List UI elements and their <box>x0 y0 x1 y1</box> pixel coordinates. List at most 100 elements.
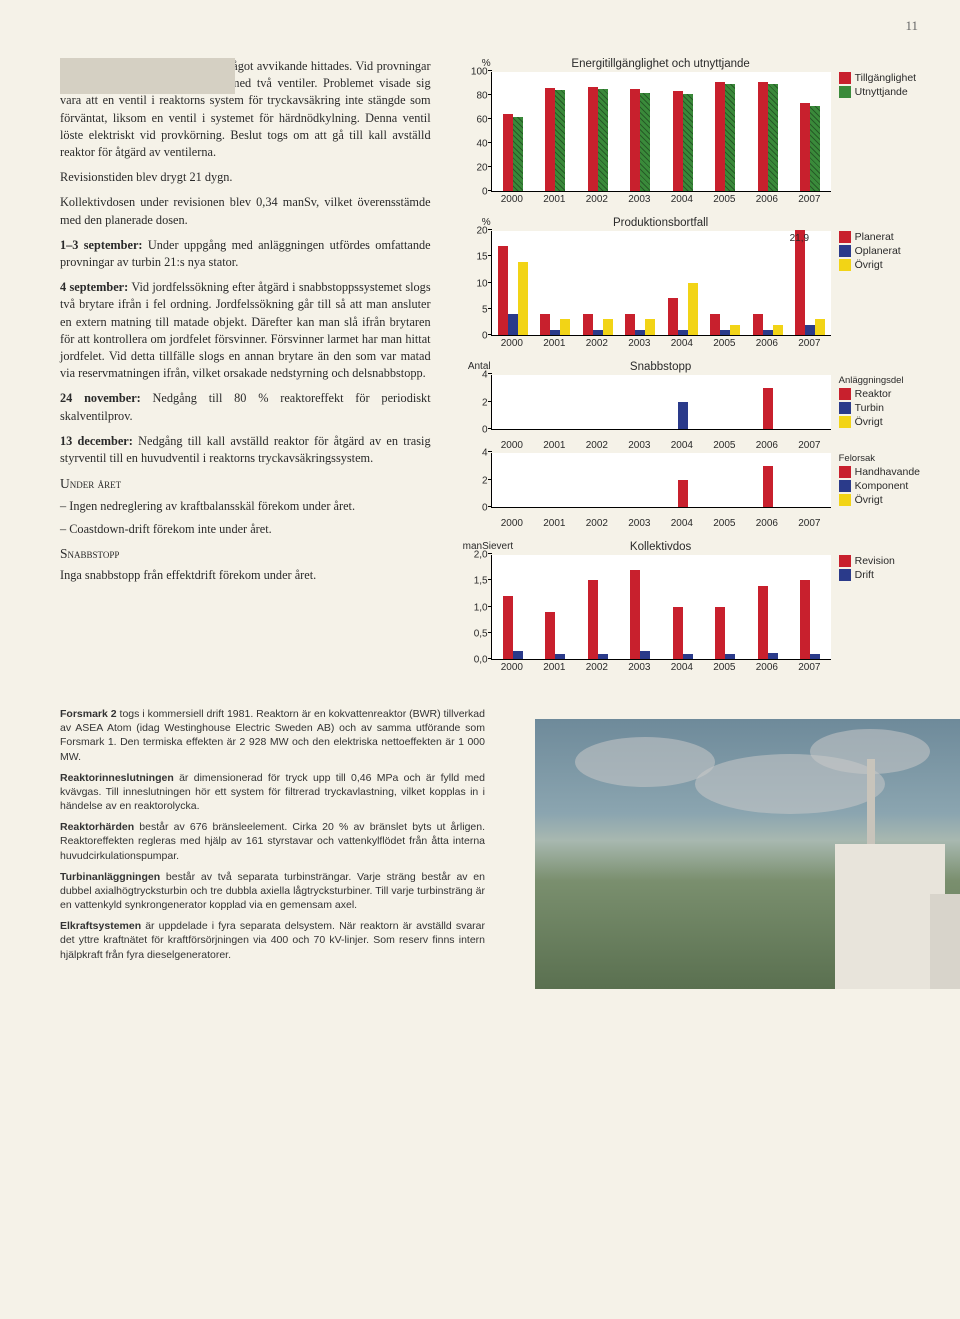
charts-column: %Energitillgänglighet och utnyttjande020… <box>463 58 920 685</box>
legend-swatch <box>839 494 851 506</box>
chart-bar <box>513 651 523 659</box>
legend-swatch <box>839 416 851 428</box>
x-tick-label: 2003 <box>618 440 661 451</box>
legend-item: Turbin <box>839 402 904 414</box>
chart-bar <box>630 570 640 659</box>
info-lead-5: Elkraftsystemen <box>60 920 141 932</box>
legend-item: Komponent <box>839 480 920 492</box>
lead-date-4: 13 december: <box>60 434 133 448</box>
chart-title: Produktionsbortfall <box>491 217 831 229</box>
chart-bar <box>673 607 683 660</box>
legend-label: Utnyttjande <box>855 86 908 98</box>
chart-callout: 21,9 <box>790 233 809 244</box>
chart-bar <box>678 480 688 508</box>
x-tick-label: 2001 <box>533 662 576 673</box>
bullet-1: Ingen nedreglering av kraftbalansskäl fö… <box>72 498 431 515</box>
info-lead-1: Forsmark 2 <box>60 708 117 720</box>
facility-photo <box>535 719 960 989</box>
chart-plot-area <box>491 72 831 192</box>
chart-bar <box>593 330 603 335</box>
chart-plot-area: 21,9 <box>491 231 831 336</box>
chart-bar <box>555 654 565 659</box>
chart-bar <box>678 330 688 335</box>
x-tick-label: 2004 <box>661 662 704 673</box>
chart-bar <box>758 586 768 660</box>
chart-bar <box>805 325 815 336</box>
chart-bar <box>725 84 735 191</box>
x-tick-label: 2000 <box>491 518 534 529</box>
x-tick-label: 2001 <box>533 440 576 451</box>
legend-item: Planerat <box>839 231 901 243</box>
chart-bar <box>640 93 650 191</box>
chart-bar <box>683 654 693 659</box>
bullet-2: Coastdown-drift förekom inte under året. <box>72 521 431 538</box>
heading-snabbstopp: Snabbstopp <box>60 545 431 564</box>
chart-bar <box>720 330 730 335</box>
x-tick-label: 2006 <box>746 440 789 451</box>
x-tick-label: 2000 <box>491 440 534 451</box>
chart-collective-dose: manSievertKollektivdos0,00,51,01,52,0Rev… <box>463 541 920 673</box>
x-tick-label: 2000 <box>491 662 534 673</box>
bullet-list-under: Ingen nedreglering av kraftbalansskäl fö… <box>60 498 431 538</box>
x-tick-label: 2007 <box>788 338 831 349</box>
legend-item: Tillgänglighet <box>839 72 916 84</box>
chart-bar <box>540 314 550 335</box>
info-lead-3: Reaktorhärden <box>60 821 134 833</box>
chart-bar <box>598 654 608 659</box>
y-tick-label: 15 <box>476 252 487 263</box>
chart-bar <box>758 82 768 191</box>
legend-swatch <box>839 231 851 243</box>
y-tick-label: 0 <box>482 331 488 342</box>
y-tick-label: 4 <box>482 370 488 381</box>
y-tick-label: 20 <box>476 163 487 174</box>
chart-title: Kollektivdos <box>491 541 831 553</box>
x-tick-label: 2005 <box>703 440 746 451</box>
chart-title: Snabbstopp <box>491 361 831 373</box>
x-tick-label: 2004 <box>661 518 704 529</box>
x-tick-label: 2000 <box>491 194 534 205</box>
chart-bar <box>815 319 825 335</box>
chart-bar <box>668 298 678 335</box>
para-revision: Revisionstiden blev drygt 21 dygn. <box>60 169 431 186</box>
lead-date-2: 4 september: <box>60 280 128 294</box>
x-tick-label: 2003 <box>618 194 661 205</box>
x-tick-label: 2007 <box>788 440 831 451</box>
legend-swatch <box>839 86 851 98</box>
chart-bar <box>583 314 593 335</box>
legend-swatch <box>839 259 851 271</box>
chart-bar <box>795 230 805 335</box>
chart-plot-area <box>491 375 831 430</box>
para-snabbstopp: Inga snabbstopp från effektdrift förekom… <box>60 567 431 584</box>
x-tick-label: 2001 <box>533 518 576 529</box>
y-tick-label: 20 <box>476 226 487 237</box>
y-tick-label: 4 <box>482 448 488 459</box>
chart-bar <box>800 103 810 191</box>
chart-bar <box>603 319 613 335</box>
chart-bar <box>498 246 508 335</box>
chart-bar <box>545 612 555 659</box>
chart-title: Energitillgänglighet och utnyttjande <box>491 58 831 70</box>
legend-label: Turbin <box>855 402 884 414</box>
y-tick-label: 0 <box>482 187 488 198</box>
page-number: 11 <box>905 18 918 34</box>
y-tick-label: 0,0 <box>474 655 488 666</box>
para-nov24: 24 november: Nedgång till 80 % reaktoref… <box>60 390 431 424</box>
x-tick-label: 2006 <box>746 194 789 205</box>
legend-label: Reaktor <box>855 388 892 400</box>
chart-bar <box>683 94 693 191</box>
para-sep4: 4 september: Vid jordfelssökning efter å… <box>60 279 431 382</box>
legend-label: Handhavande <box>855 466 920 478</box>
chart-bar <box>513 117 523 191</box>
legend-label: Drift <box>855 569 874 581</box>
x-tick-label: 2005 <box>703 338 746 349</box>
legend-item: Övrigt <box>839 494 920 506</box>
chart-bar <box>640 651 650 659</box>
legend-item: Handhavande <box>839 466 920 478</box>
y-tick-label: 0 <box>482 425 488 436</box>
y-tick-label: 2,0 <box>474 550 488 561</box>
x-tick-label: 2005 <box>703 194 746 205</box>
legend-title: Felorsak <box>839 453 920 464</box>
chart-bar <box>715 82 725 191</box>
chart-snabbstopp: AntalSnabbstopp024AnläggningsdelReaktorT… <box>463 361 920 529</box>
legend-label: Oplanerat <box>855 245 901 257</box>
